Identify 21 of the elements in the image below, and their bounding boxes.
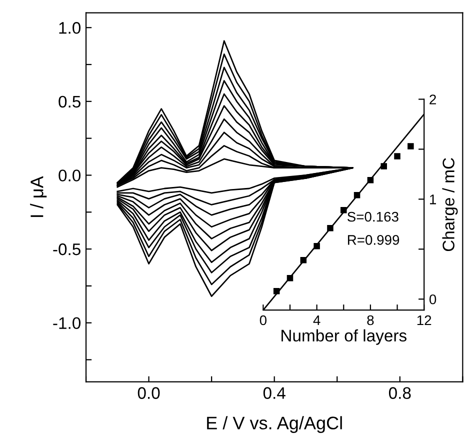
x-tick-label: 0.0	[138, 387, 160, 399]
y-tick-label: -0.5	[53, 243, 80, 256]
y2-axis-title: Charge / mC	[442, 158, 458, 252]
x-tick-label: 0	[260, 315, 267, 326]
y-tick-label: -1.0	[53, 317, 81, 330]
y-tick-label: 0.0	[58, 170, 81, 182]
y-tick-label: 1.0	[59, 22, 81, 34]
x-axis-title: E / V vs. Ag/AgCl	[207, 416, 342, 433]
y2-tick-label: 0	[429, 294, 436, 304]
y2-tick-label: 2	[430, 94, 436, 104]
annotation: S=0.163	[347, 212, 398, 222]
x-tick-label: 12	[417, 315, 432, 326]
y2-tick-label: 1	[430, 194, 436, 204]
x-tick-label: 0.8	[388, 387, 411, 399]
x-tick-label: 4	[313, 315, 320, 326]
y-tick-label: 0.5	[58, 96, 80, 108]
annotation: R=0.999	[348, 235, 400, 245]
x-axis-title: Number of layers	[282, 329, 406, 345]
x-tick-label: 0.4	[263, 387, 286, 399]
x-tick-label: 8	[367, 315, 374, 326]
y-axis-title: I / μA	[30, 176, 47, 217]
